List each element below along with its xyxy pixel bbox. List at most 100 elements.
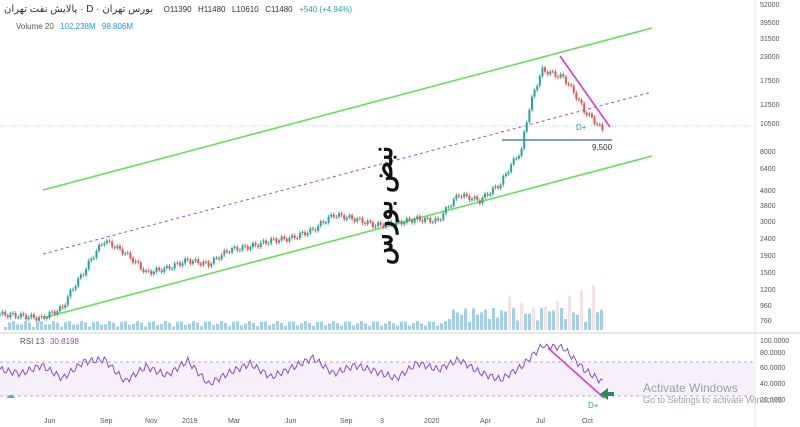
volume-bar — [252, 322, 255, 330]
candle-body — [515, 158, 518, 160]
channel-mid-line[interactable] — [42, 91, 653, 255]
volume-bar — [492, 308, 495, 330]
candle-body — [340, 213, 343, 216]
candle-body — [77, 278, 80, 287]
candle-body — [304, 232, 307, 236]
candle-body — [580, 99, 583, 104]
candle-body — [351, 215, 354, 219]
candle-body — [463, 193, 466, 198]
symbol-label[interactable]: پالایش نفت تهران · D · بورس تهران — [4, 4, 154, 15]
time-tick-label: 2019 — [182, 418, 198, 425]
volume-bar — [92, 322, 95, 330]
candle-body — [437, 218, 440, 221]
candle-body — [202, 261, 205, 266]
candle-body — [557, 76, 560, 78]
volume-bar — [228, 326, 231, 330]
volume-bar — [420, 323, 423, 330]
candle-body — [134, 261, 137, 263]
volume-bar — [464, 308, 467, 330]
volume-bar — [232, 321, 235, 330]
time-tick-label: Jul — [536, 418, 545, 425]
volume-bar — [496, 317, 499, 330]
candle-body — [212, 257, 215, 264]
candle-body — [517, 155, 520, 159]
candle-body — [499, 184, 502, 189]
candle-body — [476, 196, 479, 201]
candle-body — [361, 218, 364, 223]
candle-body — [497, 186, 500, 189]
volume-bar — [344, 321, 347, 330]
candle-body — [58, 306, 61, 312]
dplus-price-label: D+ — [576, 123, 587, 132]
volume-bar — [224, 322, 227, 330]
candle-body — [585, 112, 588, 116]
candle-body — [129, 252, 132, 259]
volume-bar — [200, 326, 203, 330]
candle-body — [473, 196, 476, 199]
volume-bar — [508, 296, 511, 330]
channel-upper-line[interactable] — [42, 27, 653, 191]
candle-body — [457, 195, 460, 197]
candle-body — [264, 240, 267, 244]
cloud-icon[interactable]: ☁ — [6, 390, 15, 400]
price-tick-label: 31500 — [760, 36, 780, 43]
volume-bar — [320, 321, 323, 330]
candle-body — [596, 123, 599, 125]
price-tick-label: 3000 — [760, 219, 776, 226]
candle-body — [145, 270, 148, 272]
volume-bar — [24, 321, 27, 330]
volume-bar — [396, 325, 399, 330]
candle-body — [322, 221, 325, 223]
rsi-tick-label: 40.0000 — [760, 381, 785, 388]
candle-body — [270, 238, 273, 244]
candle-body — [22, 313, 25, 316]
volume-bar — [444, 321, 447, 330]
candle-body — [150, 270, 153, 275]
volume-label[interactable]: Volume 20 — [16, 22, 54, 31]
channel-lower-line[interactable] — [42, 155, 653, 319]
candle-body — [244, 245, 247, 247]
candle-body — [577, 99, 580, 101]
candle-body — [220, 254, 223, 260]
candle-body — [45, 317, 48, 319]
volume-bar — [84, 322, 87, 330]
candle-body — [324, 222, 327, 224]
candle-body — [382, 224, 385, 228]
candle-body — [486, 193, 489, 196]
candle-body — [530, 96, 533, 110]
volume-bar — [56, 322, 59, 330]
candle-body — [98, 244, 101, 251]
candle-body — [317, 225, 320, 231]
candle-body — [562, 74, 565, 77]
candle-body — [559, 74, 562, 78]
candle-body — [142, 269, 145, 272]
candle-body — [85, 269, 88, 276]
volume-bar — [308, 323, 311, 330]
candle-body — [590, 113, 593, 118]
candle-body — [413, 219, 416, 223]
volume-bar — [264, 321, 267, 330]
candle-body — [512, 158, 515, 165]
volume-bar — [248, 321, 251, 330]
volume-bar — [260, 321, 263, 330]
rsi-trendline[interactable] — [547, 347, 605, 399]
price-tick-label: 52000 — [760, 2, 780, 9]
candle-body — [225, 250, 228, 253]
candle-body — [450, 205, 453, 208]
candle-body — [353, 218, 356, 222]
volume-bar — [76, 324, 79, 330]
rsi-label[interactable]: RSI 13 — [20, 337, 45, 346]
candle-body — [12, 313, 15, 315]
volume-bar — [156, 324, 159, 330]
candle-body — [364, 222, 367, 224]
candle-body — [199, 263, 202, 266]
time-tick-label: Mar — [228, 418, 241, 425]
volume-bar — [572, 312, 575, 330]
volume-bar — [188, 323, 191, 330]
price-trendline[interactable] — [559, 55, 611, 128]
volume-bar — [192, 321, 195, 330]
candle-body — [275, 238, 278, 243]
candle-body — [186, 258, 189, 261]
candle-body — [343, 215, 346, 220]
